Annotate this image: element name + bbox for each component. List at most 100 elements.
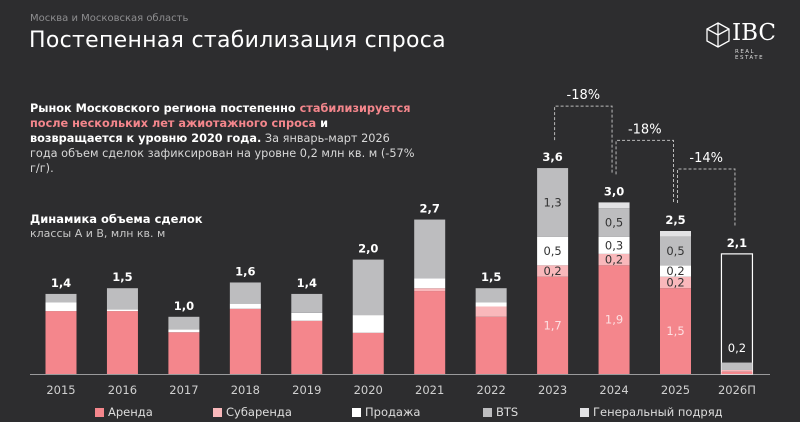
legend-label: Аренда (108, 405, 153, 419)
bar-segment-bts (229, 282, 261, 304)
x-tick-label: 2019 (292, 383, 321, 397)
change-bracket (677, 168, 736, 226)
total-label: 3,6 (542, 150, 562, 164)
bar-segment-аренда (106, 311, 138, 374)
segment-label: 0,2 (543, 264, 561, 278)
x-tick-label: 2022 (477, 383, 506, 397)
legend-item: Генеральный подряд (580, 405, 723, 419)
bar-segment-субаренда (475, 306, 507, 317)
x-tick-label: 2018 (231, 383, 260, 397)
bar-segment-субаренда (414, 288, 446, 292)
x-tick-label: 2024 (599, 383, 628, 397)
page-title: Постепенная стабилизация спроса (29, 28, 446, 53)
bar-segment-аренда (45, 311, 77, 374)
segment-label: 0,5 (543, 244, 561, 258)
forecast-fact-label: 0,2 (728, 341, 746, 355)
bar-segment-bts (291, 293, 323, 313)
total-label: 2,1 (727, 236, 747, 250)
total-label: 1,5 (112, 270, 132, 284)
lead-part1: Рынок Московского региона постепенно (30, 102, 300, 115)
total-label: 1,0 (174, 299, 194, 313)
bar-segment-продажа (291, 312, 323, 321)
bar-segment-субаренда (598, 253, 630, 266)
legend-swatch (580, 407, 589, 417)
logo: IBC REAL ESTATE (706, 20, 786, 64)
bar-segment-bts (45, 293, 77, 303)
bar-segment-продажа (168, 329, 200, 333)
lead-highlight: стабилизируется после нескольких лет ажи… (30, 102, 411, 130)
legend-swatch (95, 407, 104, 417)
legend-swatch (483, 407, 492, 417)
segment-label: 0,2 (666, 264, 684, 278)
bar-segment-продажа (352, 315, 384, 333)
bar-segment-продажа (598, 236, 630, 254)
legend-label: Субаренда (226, 405, 292, 419)
logo-name: IBC (732, 20, 777, 46)
bar-segment-генеральный подряд (598, 202, 630, 209)
x-tick-label: 2023 (538, 383, 567, 397)
bar-segment-bts (168, 316, 200, 330)
bar-segment-аренда (352, 332, 384, 374)
segment-label: 0,5 (666, 244, 684, 258)
legend-item: BTS (483, 405, 518, 419)
x-tick-label: 2025 (661, 383, 690, 397)
segment-label: 1,3 (543, 195, 561, 209)
bar-segment-bts (660, 236, 691, 266)
bar-segment-bts (106, 288, 138, 310)
chart-subtitle: классы А и В, млн кв. м (30, 227, 166, 240)
segment-label: 1,9 (605, 313, 623, 327)
legend-item: Продажа (352, 405, 420, 419)
bar-segment-продажа (537, 236, 569, 266)
lead-part3: За январь-март 2026 года объем сделок за… (30, 132, 415, 175)
region-label: Москва и Московская область (30, 13, 189, 24)
segment-label: 0,2 (666, 275, 684, 289)
bar-segment-продажа (45, 302, 77, 312)
chart-title: Динамика объема сделок (30, 212, 203, 226)
legend-label: Генеральный подряд (593, 405, 723, 419)
bar-segment-аренда (598, 265, 630, 374)
bar-segment-субаренда (537, 265, 569, 277)
bar-segment-bts (475, 288, 507, 303)
bar-segment-аренда (475, 316, 507, 374)
bar-segment-продажа (414, 278, 446, 289)
total-label: 1,4 (297, 276, 317, 290)
bar-segment-продажа (475, 302, 507, 307)
total-label: 2,0 (358, 242, 378, 256)
change-label: -18% (628, 122, 662, 137)
x-tick-label: 2016 (108, 383, 137, 397)
bar-segment-bts (414, 219, 446, 279)
change-bracket (554, 105, 613, 175)
bar-segment-субаренда (660, 276, 691, 289)
change-bracket (615, 139, 674, 203)
legend-label: Продажа (365, 405, 421, 419)
x-tick-label: 2026П (718, 383, 756, 397)
segment-label: 0,3 (605, 238, 623, 252)
change-label: -14% (689, 151, 723, 166)
bar-segment-продажа (229, 303, 261, 309)
bar-segment-аренда (660, 288, 691, 374)
total-label: 2,5 (665, 213, 685, 227)
bar-segment-аренда (537, 276, 569, 374)
bar-segment-продажа (106, 309, 138, 312)
x-tick-label: 2021 (415, 383, 444, 397)
bar-segment-аренда (168, 332, 200, 374)
total-label: 1,4 (51, 276, 71, 290)
segment-label: 0,2 (605, 253, 623, 267)
total-label: 3,0 (604, 184, 624, 198)
bar-segment-аренда (414, 291, 446, 374)
segment-label: 1,7 (543, 318, 561, 332)
legend-swatch (213, 407, 222, 417)
legend-item: Субаренда (213, 405, 292, 419)
legend-swatch (352, 407, 361, 417)
x-tick-label: 2015 (46, 383, 75, 397)
bar-segment-bts (352, 259, 384, 316)
total-label: 1,5 (481, 270, 501, 284)
cube-logo-icon (706, 22, 730, 48)
segment-label: 0,5 (605, 215, 623, 229)
total-label: 1,6 (235, 264, 255, 278)
lead-part2: и возвращается к уровню 2020 года. (30, 117, 329, 145)
bar-segment-bts (598, 208, 630, 237)
segment-label: 1,5 (666, 324, 684, 338)
x-tick-label: 2017 (169, 383, 198, 397)
